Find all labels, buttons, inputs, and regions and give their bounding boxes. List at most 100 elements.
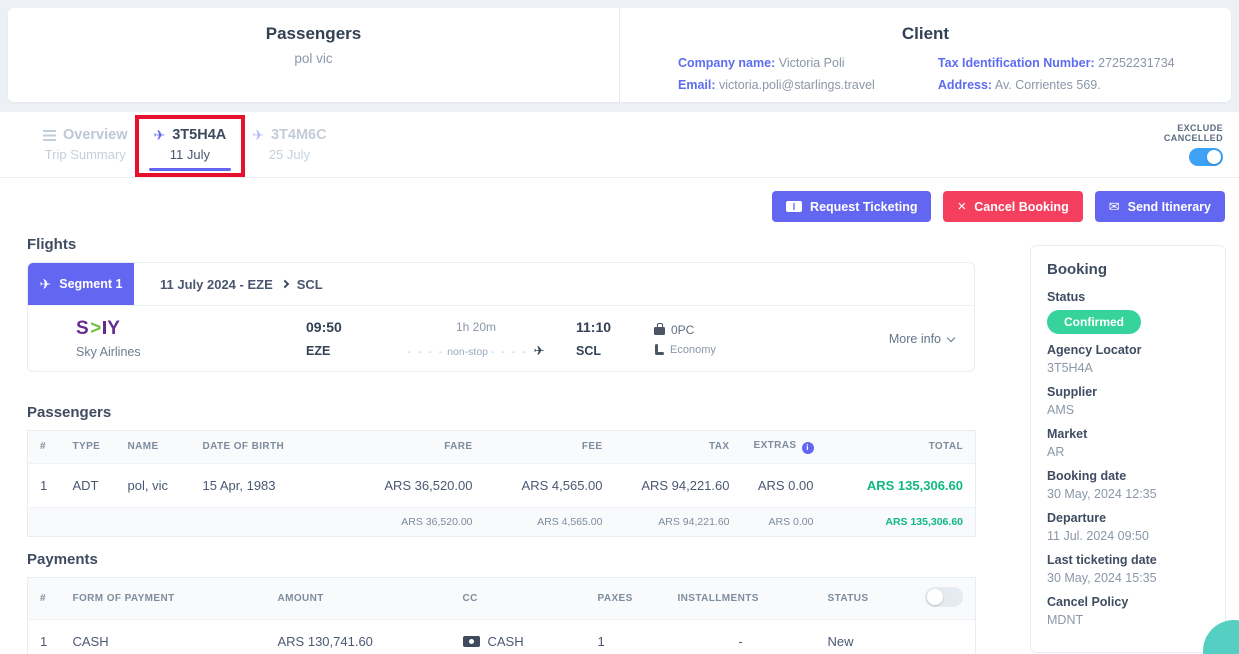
payment-status: New (827, 633, 854, 649)
route-destination: SCL (296, 276, 323, 292)
send-itinerary-label: Send Itinerary (1127, 199, 1211, 214)
pax-fee: ARS 4,565.00 (484, 463, 615, 508)
exclude-cancelled-label: EXCLUDE CANCELLED (1163, 123, 1223, 143)
tab-booking2-label: 3T4M6C (270, 127, 327, 143)
pax-tax: ARS 94,221.60 (614, 463, 742, 508)
booking-tab-bar: Overview Trip Summary ✈ 3T5H4A 11 July ✈… (0, 112, 1239, 178)
booking-actions: Request Ticketing × Cancel Booking ✉ Sen… (772, 191, 1225, 222)
pax-type: ADT (60, 463, 116, 508)
passengers-totals-row: ARS 36,520.00 ARS 4,565.00 ARS 94,221.60… (27, 507, 976, 536)
totals-total: ARS 135,306.60 (825, 507, 976, 536)
totals-extras: ARS 0.00 (741, 507, 826, 536)
info-icon[interactable]: i (801, 441, 814, 454)
tab-booking-3t5h4a[interactable]: ✈ 3T5H4A 11 July (134, 112, 246, 177)
pax-num: 1 (27, 463, 61, 508)
baggage-allowance: 0PC (654, 323, 716, 337)
col-fare: FARE (330, 430, 485, 464)
col-installments: INSTALLMENTS (665, 577, 816, 620)
col-name: NAME (115, 430, 191, 464)
send-itinerary-button[interactable]: ✉ Send Itinerary (1094, 191, 1225, 222)
segment-1-tab[interactable]: ✈ Segment 1 (28, 263, 134, 305)
payment-cc: CASH (451, 619, 586, 654)
pax-total: ARS 135,306.60 (825, 463, 976, 508)
col-dob: DATE OF BIRTH (190, 430, 331, 464)
col-extras: EXTRAS i (741, 430, 826, 464)
segment-route: 11 July 2024 - EZE SCL (160, 277, 323, 292)
tab-overview-label: Overview (63, 127, 128, 143)
col-cc: CC (450, 577, 586, 620)
table-row: 1 ADT pol, vic 15 Apr, 1983 ARS 36,520.0… (27, 463, 976, 508)
booking-status: Status Confirmed (1047, 290, 1209, 334)
plane-departure-icon: ✈ (39, 276, 52, 292)
departure-time: 09:50 (306, 319, 342, 335)
passengers-header-row: # TYPE NAME DATE OF BIRTH FARE FEE TAX E… (27, 430, 976, 464)
col-num: # (27, 577, 61, 620)
client-company: Company name: Victoria Poli (678, 52, 938, 74)
client-title: Client (901, 24, 950, 43)
baggage-icon (654, 323, 665, 335)
company-name-label: Company name: (678, 56, 776, 70)
tab-booking-sublabel: 11 July (169, 147, 210, 162)
payment-installments: - (738, 633, 743, 649)
cancel-booking-button[interactable]: × Cancel Booking (943, 191, 1083, 222)
route-date-origin: 11 July 2024 - EZE (160, 276, 273, 292)
passengers-title: Passengers (265, 24, 362, 43)
payments-filter-toggle[interactable] (925, 586, 963, 607)
tab-booking-3t4m6c[interactable]: ✈ 3T4M6C 25 July (239, 112, 339, 177)
last-ticketing-date-field: Last ticketing date 30 May, 2024 15:35 (1047, 553, 1157, 585)
payment-amount: ARS 130,741.60 (277, 633, 373, 649)
booking-main-content: Request Ticketing × Cancel Booking ✉ Sen… (0, 178, 1239, 654)
col-type: TYPE (60, 430, 116, 464)
plane-departure-icon: ✈ (252, 127, 264, 143)
request-ticketing-button[interactable]: Request Ticketing (772, 191, 932, 222)
envelope-icon: ✉ (1108, 199, 1120, 214)
status-badge: Confirmed (1047, 310, 1141, 334)
pax-name: pol, vic (115, 463, 191, 508)
totals-tax: ARS 94,221.60 (614, 507, 742, 536)
totals-fee: ARS 4,565.00 (484, 507, 615, 536)
chevron-right-icon (280, 279, 289, 289)
col-paxes: PAXES (585, 577, 666, 620)
passengers-table: # TYPE NAME DATE OF BIRTH FARE FEE TAX E… (27, 430, 976, 537)
col-fee: FEE (484, 430, 615, 464)
cancel-booking-label: Cancel Booking (974, 199, 1069, 214)
exclude-cancelled-control: EXCLUDE CANCELLED (1164, 112, 1223, 177)
tab-booking-label: 3T5H4A (172, 127, 227, 143)
market-field: Market AR (1047, 427, 1088, 459)
seat-icon (654, 344, 664, 355)
cash-banknote-icon (462, 635, 480, 647)
pax-extras: ARS 0.00 (741, 463, 826, 508)
client-address: Address: Av. Corrientes 569. (938, 74, 1198, 96)
booking-sidebar: Booking Status Confirmed Agency Locator … (1030, 245, 1226, 654)
arrival-time: 11:10 (576, 319, 612, 335)
airline-name: Sky Airlines (76, 345, 141, 359)
email-value: victoria.poli@starlings.travel (719, 78, 875, 92)
tax-id-label: Tax Identification Number: (937, 56, 1095, 70)
email-label: Email: (678, 78, 716, 92)
col-total: TOTAL (825, 430, 976, 464)
more-info-link[interactable]: More info (889, 332, 958, 346)
table-row: 1 CASH ARS 130,741.60 CASH 1 - New (28, 619, 976, 654)
chevron-down-icon (946, 333, 956, 342)
payments-table: # FORM OF PAYMENT AMOUNT CC PAXES INSTAL… (27, 576, 976, 654)
booking-date-field: Booking date 30 May, 2024 12:35 (1047, 469, 1157, 501)
tab-overview[interactable]: Overview Trip Summary (30, 112, 141, 177)
flight-times: 09:50 1h 20m 11:10 EZE - - - - non-stop … (306, 319, 636, 359)
fare-details: 0PC Economy (654, 323, 716, 356)
ticket-icon (786, 201, 803, 212)
col-num: # (27, 430, 61, 464)
tab-overview-sublabel: Trip Summary (44, 147, 126, 162)
airline-block: S> Y Sky Airlines (76, 319, 306, 360)
plane-departure-icon: ✈ (153, 127, 166, 143)
col-form-of-payment: FORM OF PAYMENT (60, 577, 266, 620)
list-icon (43, 129, 56, 141)
exclude-cancelled-toggle[interactable] (1189, 148, 1223, 166)
toggle-knob (927, 588, 943, 605)
client-email: Email: victoria.poli@starlings.travel (678, 74, 938, 96)
payments-toggle-cell (905, 577, 976, 620)
client-tax-id: Tax Identification Number: 27252231734 (938, 52, 1198, 74)
arrival-airport: SCL (576, 344, 601, 358)
payments-header-row: # FORM OF PAYMENT AMOUNT CC PAXES INSTAL… (27, 577, 976, 620)
totals-fare: ARS 36,520.00 (330, 507, 485, 536)
